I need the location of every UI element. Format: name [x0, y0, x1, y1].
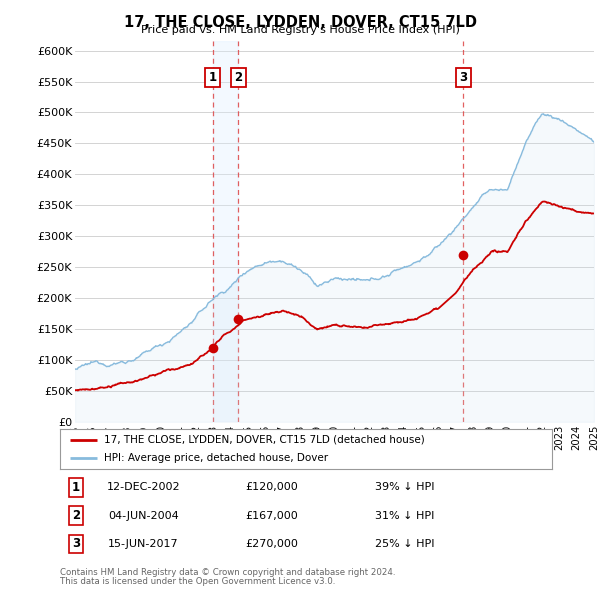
Text: 1: 1 [72, 481, 80, 494]
Text: 15-JUN-2017: 15-JUN-2017 [109, 539, 179, 549]
Text: 3: 3 [460, 71, 467, 84]
Text: HPI: Average price, detached house, Dover: HPI: Average price, detached house, Dove… [104, 453, 328, 463]
Text: 39% ↓ HPI: 39% ↓ HPI [375, 483, 434, 492]
Text: 12-DEC-2002: 12-DEC-2002 [107, 483, 181, 492]
Text: 17, THE CLOSE, LYDDEN, DOVER, CT15 7LD (detached house): 17, THE CLOSE, LYDDEN, DOVER, CT15 7LD (… [104, 435, 425, 445]
Text: 2: 2 [235, 71, 242, 84]
Text: 31% ↓ HPI: 31% ↓ HPI [375, 511, 434, 520]
Text: Price paid vs. HM Land Registry's House Price Index (HPI): Price paid vs. HM Land Registry's House … [140, 25, 460, 35]
Text: 17, THE CLOSE, LYDDEN, DOVER, CT15 7LD: 17, THE CLOSE, LYDDEN, DOVER, CT15 7LD [124, 15, 476, 30]
Text: 25% ↓ HPI: 25% ↓ HPI [375, 539, 434, 549]
Text: £167,000: £167,000 [245, 511, 298, 520]
Text: This data is licensed under the Open Government Licence v3.0.: This data is licensed under the Open Gov… [60, 577, 335, 586]
Text: 04-JUN-2004: 04-JUN-2004 [108, 511, 179, 520]
Text: 3: 3 [72, 537, 80, 550]
Bar [212, 41, 238, 422]
Text: 1: 1 [208, 71, 217, 84]
Text: 2: 2 [72, 509, 80, 522]
Text: £270,000: £270,000 [245, 539, 298, 549]
Text: £120,000: £120,000 [245, 483, 298, 492]
Text: Contains HM Land Registry data © Crown copyright and database right 2024.: Contains HM Land Registry data © Crown c… [60, 568, 395, 576]
